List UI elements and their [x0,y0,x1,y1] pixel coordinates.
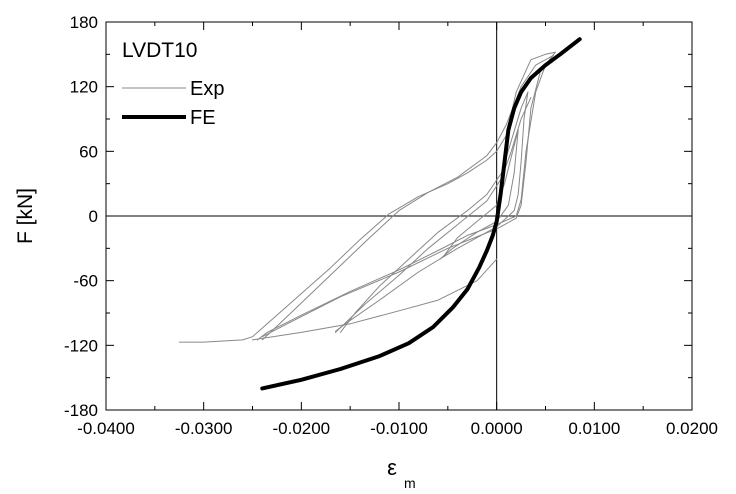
exp-curve [252,258,498,341]
x-tick-label: 0.0100 [568,419,620,438]
exp-curve [442,129,519,258]
x-tick-label: -0.0200 [272,419,330,438]
series-exp [178,51,556,343]
x-axis-title: ε [387,455,397,480]
exp-curve [335,96,532,333]
legend: LVDT10 Exp FE [122,39,224,129]
exp-curve [261,54,554,338]
series-fe [260,37,582,391]
exp-curve [256,51,556,341]
y-tick-label: -60 [73,272,98,291]
axis-ticks [105,21,693,411]
x-tick-label: -0.0300 [175,419,233,438]
exp-curve [178,51,556,343]
series-layer [178,37,582,391]
x-tick-label: 0.0000 [471,419,523,438]
y-tick-label: -120 [64,336,98,355]
y-tick-label: 60 [79,142,98,161]
exp-curve [339,91,529,333]
chart-annotation: LVDT10 [122,39,197,62]
x-tick-label: 0.0200 [666,419,718,438]
legend-fe-label: FE [190,107,216,129]
y-tick-labels: -180 -120 -60 0 60 120 180 [64,13,98,420]
fe-curve [260,37,582,391]
y-axis-title: F [kN] [14,188,37,244]
y-tick-label: -180 [64,401,98,420]
legend-exp-label: Exp [190,78,224,100]
x-tick-label: -0.0400 [77,419,135,438]
y-tick-label: 120 [70,78,98,97]
y-tick-label: 0 [89,207,98,226]
x-tick-label: -0.0100 [370,419,428,438]
x-axis-title-subscript: m [404,475,416,491]
y-tick-label: 180 [70,13,98,32]
x-tick-labels: -0.0400 -0.0300 -0.0200 -0.0100 0.0000 0.0100… [77,419,718,438]
